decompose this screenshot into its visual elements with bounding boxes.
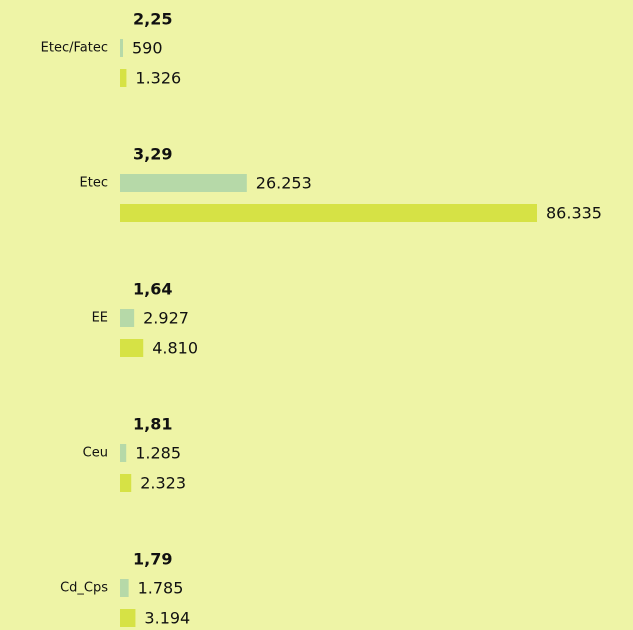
value-label: 1.785 [138, 579, 184, 598]
category-label: Etec [80, 176, 108, 191]
ratio-label: 3,29 [133, 145, 172, 164]
value-label: 3.194 [144, 609, 190, 628]
value-label: 590 [132, 39, 163, 58]
value-label: 26.253 [256, 174, 312, 193]
category-label: Etec/Fatec [41, 41, 108, 56]
value-label: 2.323 [140, 474, 186, 493]
bar [120, 174, 247, 192]
ratio-label: 1,81 [133, 415, 172, 434]
value-label: 1.326 [135, 69, 181, 88]
bar [120, 609, 136, 627]
value-label: 4.810 [152, 339, 198, 358]
ratio-label: 2,25 [133, 10, 172, 29]
value-label: 86.335 [546, 204, 602, 223]
bar [120, 444, 127, 462]
category-label: EE [92, 311, 108, 326]
bar [120, 339, 144, 357]
value-label: 1.285 [135, 444, 181, 463]
bar [120, 39, 123, 57]
bar [120, 579, 129, 597]
category-label: Ceu [83, 446, 108, 461]
bar [120, 204, 537, 222]
bar [120, 309, 135, 327]
ratio-label: 1,64 [133, 280, 172, 299]
category-label: Cd_Cps [60, 581, 108, 596]
bar [120, 474, 132, 492]
ratio-label: 1,79 [133, 550, 172, 569]
bar [120, 69, 127, 87]
value-label: 2.927 [143, 309, 189, 328]
